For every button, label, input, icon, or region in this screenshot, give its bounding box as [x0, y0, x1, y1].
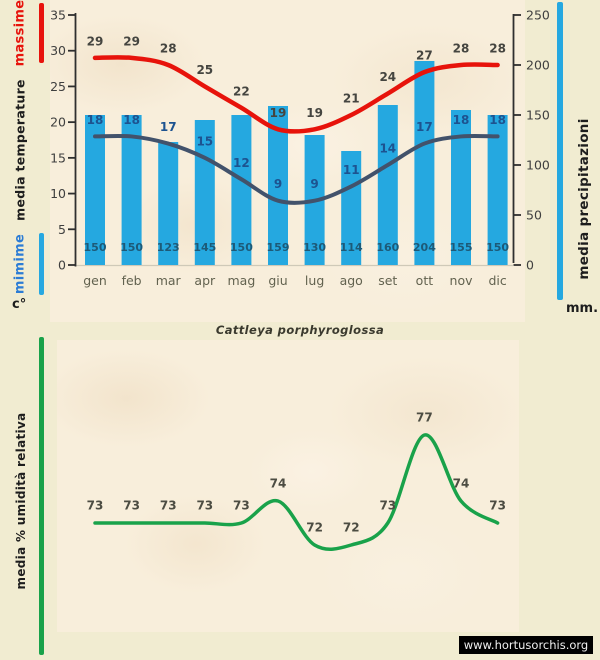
- massime-value-lug: 19: [306, 106, 323, 120]
- massime-value-dic: 28: [489, 42, 506, 56]
- precip-bar-ott: [414, 61, 434, 265]
- precip-value-set: 160: [376, 241, 399, 254]
- month-label-nov: nov: [450, 273, 474, 288]
- month-label-dic: dic: [488, 273, 506, 288]
- climate-diagram-page: massime media temperature mimime c° medi…: [0, 0, 600, 660]
- massime-value-giu: 19: [270, 106, 287, 120]
- minime-value-lug: 9: [310, 177, 318, 191]
- precip-value-gen: 150: [84, 241, 107, 254]
- minime-value-mag: 12: [233, 156, 250, 170]
- right-axis-tick-label: 100: [526, 158, 550, 173]
- humidity-value-gen: 73: [87, 499, 104, 513]
- precip-value-feb: 150: [120, 241, 143, 254]
- left-axis-tick-label: 5: [58, 222, 66, 237]
- massime-value-mar: 28: [160, 42, 177, 56]
- minime-value-giu: 9: [274, 177, 282, 191]
- minime-value-ago: 11: [343, 163, 360, 177]
- left-axis-tick-label: 25: [50, 79, 66, 94]
- humidity-value-ago: 72: [343, 521, 360, 535]
- precip-value-mag: 150: [230, 241, 253, 254]
- minime-value-feb: 18: [123, 113, 140, 127]
- right-axis-tick-label: 200: [526, 58, 550, 73]
- precip-value-ott: 204: [413, 241, 436, 254]
- precip-value-lug: 130: [303, 241, 326, 254]
- left-axis-tick-label: 15: [50, 150, 66, 165]
- right-axis-tick-label: 0: [526, 258, 534, 273]
- left-axis-tick-label: 30: [50, 43, 66, 58]
- month-label-gen: gen: [83, 273, 107, 288]
- humidity-value-apr: 73: [196, 499, 213, 513]
- month-label-ott: ott: [416, 273, 434, 288]
- humidity-value-set: 73: [379, 499, 396, 513]
- left-axis-tick-label: 10: [50, 186, 66, 201]
- precip-value-dic: 150: [486, 241, 509, 254]
- humidity-value-nov: 74: [453, 477, 470, 491]
- massime-value-mag: 22: [233, 84, 250, 98]
- month-label-giu: giu: [268, 273, 287, 288]
- massime-value-gen: 29: [87, 34, 104, 48]
- minime-line: [95, 136, 498, 203]
- right-axis-tick-label: 250: [526, 8, 550, 23]
- humidity-value-mar: 73: [160, 499, 177, 513]
- month-label-ago: ago: [340, 273, 363, 288]
- humidity-value-ott: 77: [416, 411, 433, 425]
- month-label-feb: feb: [122, 273, 142, 288]
- month-label-mar: mar: [156, 273, 182, 288]
- month-label-set: set: [378, 273, 397, 288]
- minime-value-gen: 18: [87, 113, 104, 127]
- minime-value-dic: 18: [489, 113, 506, 127]
- precip-value-mar: 123: [157, 241, 180, 254]
- minime-value-mar: 17: [160, 120, 177, 134]
- right-axis-tick-label: 50: [526, 208, 542, 223]
- massime-value-set: 24: [379, 70, 396, 84]
- massime-value-ott: 27: [416, 49, 433, 63]
- massime-value-feb: 29: [123, 34, 140, 48]
- charts-canvas: 1501501231451501591301141602041551502929…: [0, 0, 600, 660]
- watermark: www.hortusorchis.org: [459, 636, 593, 654]
- precip-value-ago: 114: [340, 241, 363, 254]
- precip-value-nov: 155: [450, 241, 473, 254]
- left-axis-tick-label: 0: [58, 258, 66, 273]
- humidity-value-feb: 73: [123, 499, 140, 513]
- left-axis-tick-label: 35: [50, 8, 66, 23]
- massime-value-ago: 21: [343, 92, 360, 106]
- right-axis-tick-label: 150: [526, 108, 550, 123]
- massime-value-nov: 28: [453, 42, 470, 56]
- minime-value-nov: 18: [453, 113, 470, 127]
- humidity-value-lug: 72: [306, 521, 323, 535]
- month-label-mag: mag: [228, 273, 256, 288]
- minime-value-set: 14: [379, 142, 396, 156]
- precip-value-apr: 145: [193, 241, 216, 254]
- month-label-apr: apr: [194, 273, 216, 288]
- humidity-value-dic: 73: [489, 499, 506, 513]
- month-label-lug: lug: [305, 273, 324, 288]
- minime-value-ott: 17: [416, 120, 433, 134]
- massime-value-apr: 25: [196, 63, 213, 77]
- humidity-line: [95, 435, 498, 549]
- minime-value-apr: 15: [196, 134, 213, 148]
- humidity-value-mag: 73: [233, 499, 250, 513]
- precip-value-giu: 159: [267, 241, 290, 254]
- humidity-value-giu: 74: [270, 477, 287, 491]
- massime-line: [95, 57, 498, 131]
- left-axis-tick-label: 20: [50, 115, 66, 130]
